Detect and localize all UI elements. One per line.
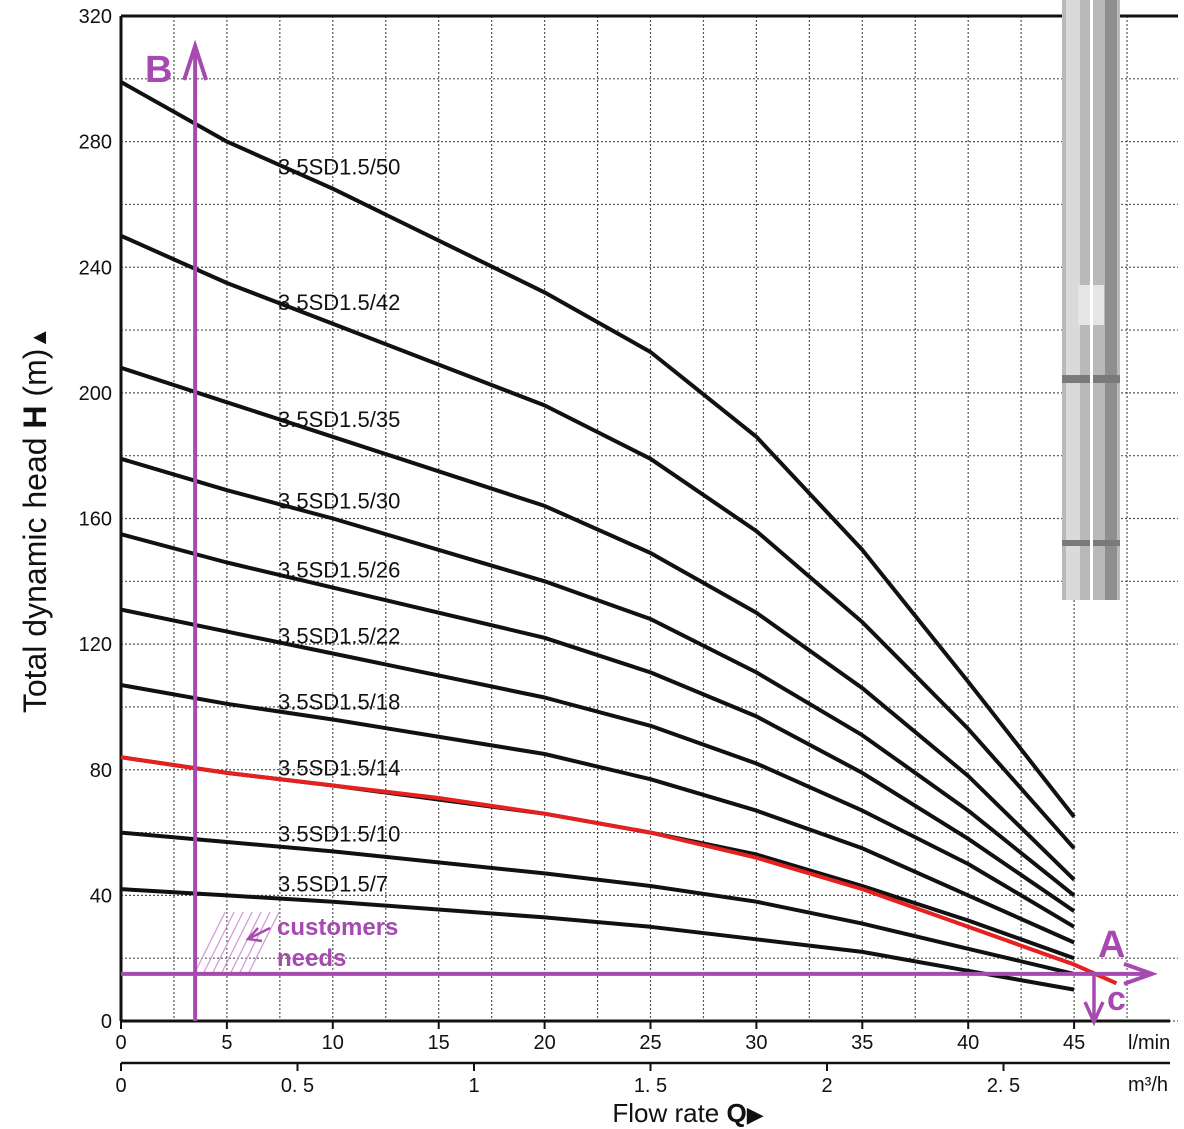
curve-4 (120, 532, 1076, 913)
x-unit-lmin: l/min (1128, 1032, 1170, 1054)
x-axis-ticks-lmin: 0 5 10 15 20 25 30 35 40 45 (115, 1032, 1085, 1054)
curve-0 (120, 80, 1076, 819)
vertical-arrow-head (182, 39, 209, 81)
point-c-label: c (1107, 980, 1126, 1018)
x-axis-title: Flow rate Q▶ (612, 1098, 763, 1128)
y-tick-label: 160 (79, 509, 112, 531)
x-tick-label-lmin: 35 (851, 1032, 873, 1054)
hatch-line (221, 911, 253, 973)
curve-label-1: 3.5SD1.5/42 (278, 290, 400, 315)
x-tick-label-m3h: 0. 5 (281, 1075, 314, 1097)
x-tick-label-lmin: 25 (639, 1032, 661, 1054)
curve-9 (120, 887, 1075, 992)
curve-label-2: 3.5SD1.5/35 (278, 407, 400, 432)
customers-label-line1: customers (277, 914, 398, 941)
down-arrow-head (1083, 1001, 1105, 1027)
y-tick-label: 80 (90, 760, 112, 782)
curve-labels: 3.5SD1.5/50 3.5SD1.5/42 3.5SD1.5/35 3.5SD1.… (278, 155, 400, 897)
hatch-line (239, 911, 271, 973)
x-axis-ticks-m3h: 0 0. 5 1 1. 5 2 2. 5 (115, 1075, 1020, 1097)
x-tick-label-m3h: 2 (821, 1075, 832, 1097)
x-tick-label-m3h: 1 (468, 1075, 479, 1097)
x-tick-label-lmin: 0 (115, 1032, 126, 1054)
curve-5 (120, 607, 1076, 929)
customers-label-line2: needs (277, 945, 346, 972)
curve-label-5: 3.5SD1.5/22 (278, 624, 400, 649)
x-tick-label-m3h: 1. 5 (634, 1075, 667, 1097)
customers-needs-hatch (194, 911, 280, 973)
curve-6 (120, 683, 1075, 945)
x-tick-label-lmin: 15 (428, 1032, 450, 1054)
curve-1 (120, 233, 1076, 850)
pump-curves (120, 80, 1076, 992)
y-tick-label: 40 (90, 885, 112, 907)
point-b-label: B (145, 49, 172, 91)
horizontal-arrow-head (1123, 962, 1158, 986)
x-tick-label-lmin: 10 (322, 1032, 344, 1054)
hatch-line (203, 911, 235, 973)
y-axis-title: Total dynamic head H (m)▲ (17, 327, 53, 713)
hatch-line (248, 911, 280, 973)
y-tick-label: 320 (79, 6, 112, 28)
curve-8 (120, 830, 1075, 976)
curve-label-0: 3.5SD1.5/50 (278, 155, 400, 180)
x-tick-label-m3h: 2. 5 (987, 1075, 1020, 1097)
y-tick-label: 280 (79, 132, 112, 154)
curve-label-3: 3.5SD1.5/30 (278, 489, 400, 514)
y-tick-label: 200 (79, 383, 112, 405)
y-tick-label: 0 (101, 1011, 112, 1033)
x-tick-label-lmin: 5 (221, 1032, 232, 1054)
y-tick-label: 120 (79, 634, 112, 656)
curve-label-7: 3.5SD1.5/14 (278, 756, 400, 781)
curve-2 (120, 365, 1076, 882)
curve-label-8: 3.5SD1.5/10 (278, 821, 400, 846)
customers-pointer-line (249, 926, 271, 940)
curve-label-9: 3.5SD1.5/7 (278, 872, 388, 897)
x-tick-label-lmin: 40 (957, 1032, 979, 1054)
hatch-line (230, 911, 262, 973)
point-a-label: A (1098, 924, 1125, 966)
curve-3 (120, 456, 1076, 897)
x-tick-label-lmin: 45 (1063, 1032, 1085, 1054)
annotation-lines (121, 39, 1158, 1027)
x-tick-label-lmin: 30 (745, 1032, 767, 1054)
y-tick-label: 240 (79, 257, 112, 279)
x-unit-m3h: m³/h (1128, 1074, 1168, 1096)
customers-pointer-head (245, 927, 263, 943)
x-tick-label-lmin: 20 (533, 1032, 555, 1054)
hatch-line (194, 911, 226, 973)
curve-label-4: 3.5SD1.5/26 (278, 558, 400, 583)
curve-label-6: 3.5SD1.5/18 (278, 690, 400, 715)
y-axis-ticks: 0 40 80 120 160 200 240 280 320 (79, 6, 112, 1033)
plot-frame (119, 14, 1178, 1071)
pump-photo (1062, 0, 1120, 600)
highlight-curve (120, 755, 1118, 986)
hatch-line (212, 911, 244, 973)
x-tick-label-m3h: 0 (115, 1075, 126, 1097)
